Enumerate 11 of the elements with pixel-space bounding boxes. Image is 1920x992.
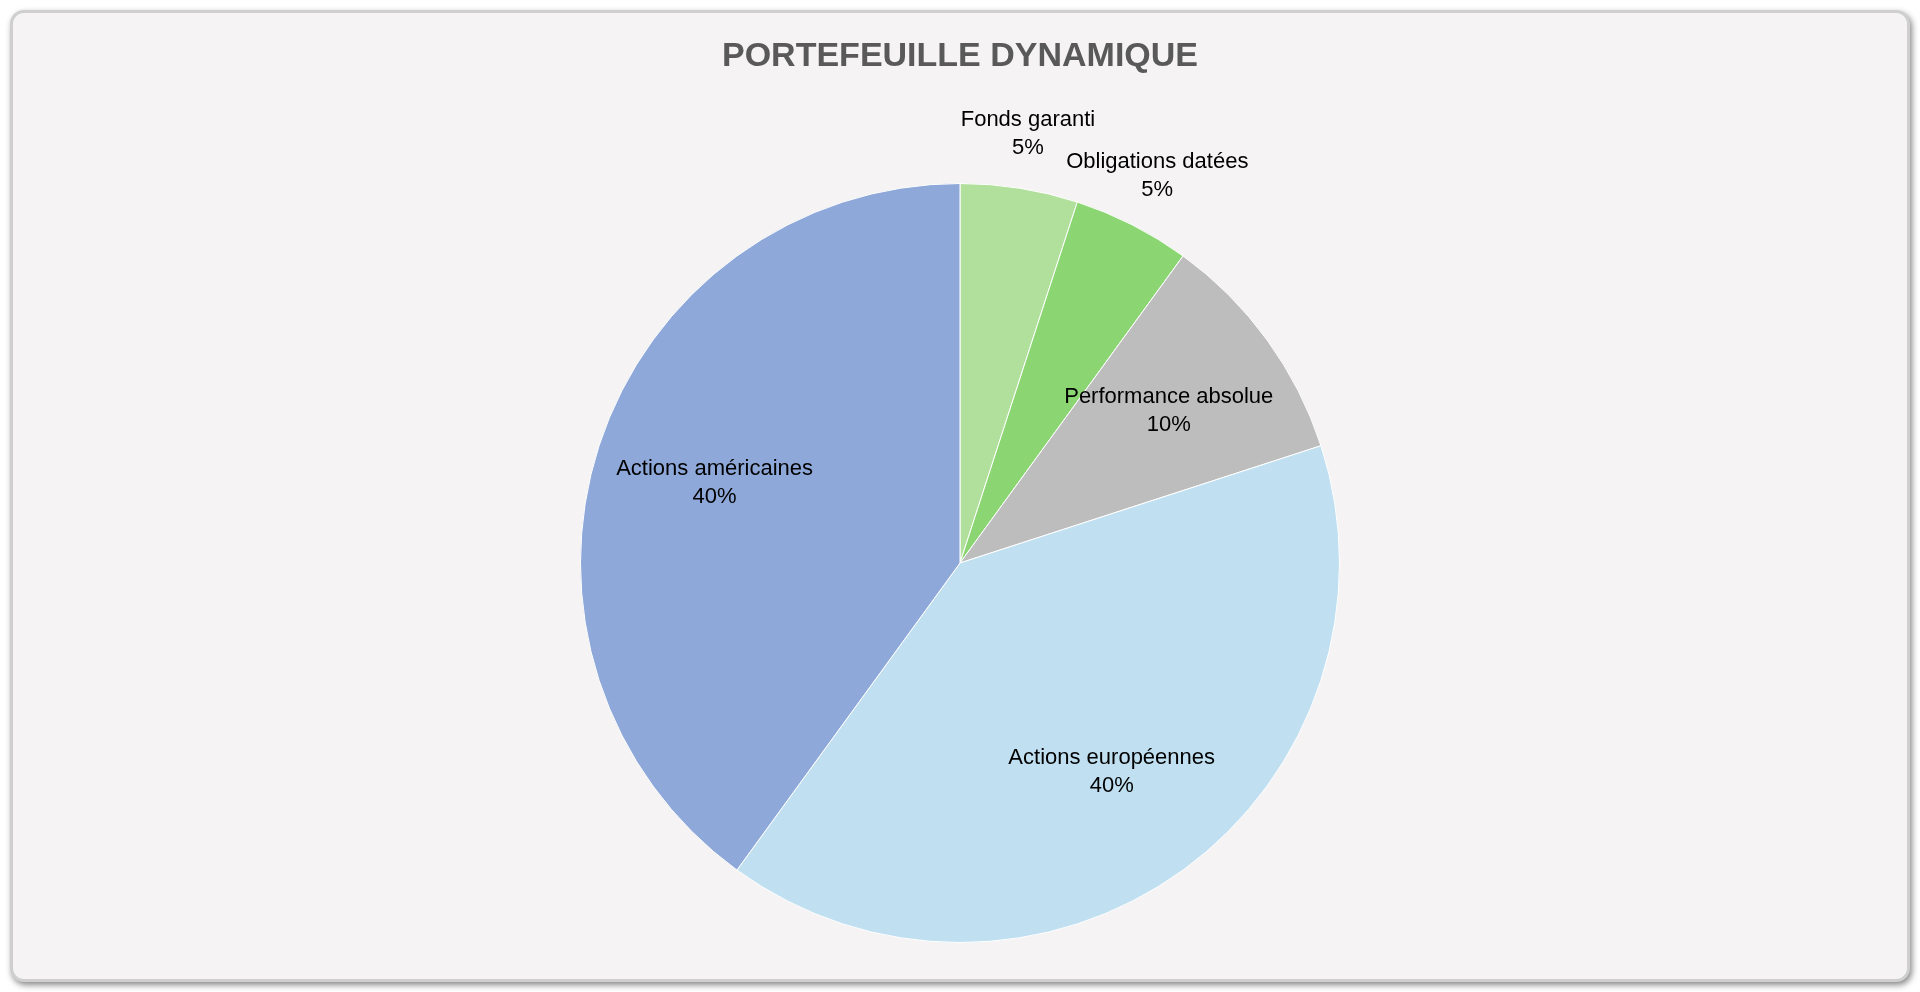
data-label: 5% <box>1012 133 1044 159</box>
data-label: 10% <box>1146 411 1191 437</box>
data-label: 40% <box>1089 771 1134 797</box>
data-label: 40% <box>692 483 737 509</box>
slice-label: Actions américaines <box>616 455 814 481</box>
data-label: 5% <box>1141 175 1174 201</box>
slice-label: Fonds garanti <box>960 105 1096 131</box>
slice-label: Obligations datées <box>1066 147 1249 173</box>
slice-label: Performance absolue <box>1064 383 1274 409</box>
chart-title: PORTEFEUILLE DYNAMIQUE <box>721 35 1199 74</box>
slice-label: Actions européennes <box>1008 743 1216 769</box>
